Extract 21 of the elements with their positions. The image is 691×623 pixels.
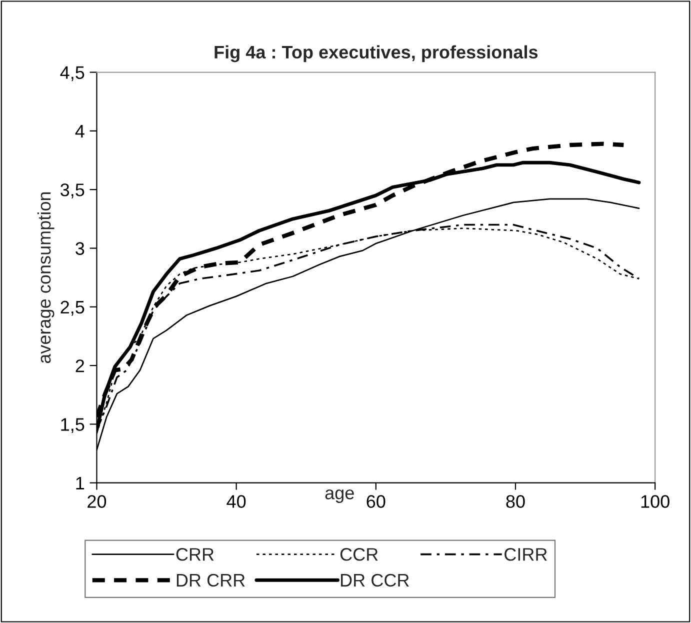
legend-label: CIRR <box>504 548 547 561</box>
legend-label: DR CRR <box>176 574 245 587</box>
x-tick-label: 100 <box>641 495 670 508</box>
x-tick-label: 60 <box>366 495 386 508</box>
y-tick-label: 1,5 <box>61 418 84 434</box>
y-tick-label: 4,5 <box>60 66 84 82</box>
y-tick-label: 2 <box>76 359 84 372</box>
chart-title: Fig 4a : Top executives, professionals <box>214 45 538 62</box>
x-tick-label: 40 <box>226 495 246 508</box>
x-axis-title: age <box>325 489 354 503</box>
y-tick-label: 3,5 <box>60 184 84 198</box>
legend-label: CCR <box>340 548 378 561</box>
y-tick-label: 3 <box>76 242 84 255</box>
x-tick-label: 80 <box>506 495 525 508</box>
y-tick-label: 1 <box>76 476 84 490</box>
legend-label: DR CCR <box>341 574 409 587</box>
legend-label: CRR <box>176 548 214 561</box>
y-tick-label: 4 <box>75 125 84 138</box>
y-tick-label: 2,5 <box>60 300 84 316</box>
y-axis-title: average consumption <box>37 192 54 364</box>
x-tick-label: 20 <box>88 495 106 508</box>
